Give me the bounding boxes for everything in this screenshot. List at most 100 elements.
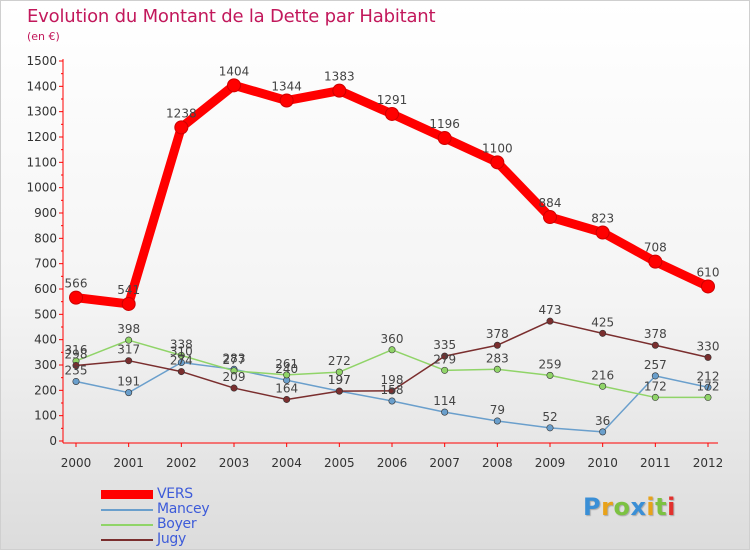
data-label-vers: 823 — [591, 212, 614, 226]
data-label-boyer: 398 — [117, 322, 140, 336]
y-tick-label: 200 — [34, 383, 57, 397]
data-label-boyer: 272 — [328, 354, 351, 368]
data-point-boyer — [546, 371, 554, 379]
data-point-jugy — [651, 341, 659, 349]
data-point-mancey — [599, 428, 607, 436]
data-point-jugy — [493, 341, 501, 349]
x-tick-label: 2004 — [271, 456, 302, 470]
x-tick-label: 2011 — [640, 456, 671, 470]
x-tick-label: 2008 — [482, 456, 513, 470]
data-point-boyer — [177, 351, 185, 359]
x-tick-label: 2006 — [377, 456, 408, 470]
data-label-jugy: 425 — [591, 315, 614, 329]
x-tick-label: 2005 — [324, 456, 355, 470]
y-tick-label: 1500 — [26, 54, 57, 68]
data-point-mancey — [546, 424, 554, 432]
data-point-vers — [437, 131, 452, 146]
data-point-jugy — [388, 387, 396, 395]
x-tick-label: 2000 — [61, 456, 92, 470]
data-label-vers: 708 — [644, 241, 667, 255]
y-tick-label: 1200 — [26, 130, 57, 144]
x-tick-label: 2001 — [113, 456, 144, 470]
data-point-jugy — [177, 368, 185, 376]
data-point-vers — [595, 225, 610, 240]
y-tick-label: 800 — [34, 231, 57, 245]
data-point-boyer — [335, 368, 343, 376]
data-label-jugy: 473 — [539, 303, 562, 317]
data-point-mancey — [651, 372, 659, 380]
y-tick-label: 1400 — [26, 79, 57, 93]
data-point-mancey — [72, 377, 80, 385]
data-label-mancey: 212 — [697, 369, 720, 383]
legend-label: Jugy — [157, 531, 186, 547]
data-point-vers — [174, 120, 189, 135]
y-tick-label: 1300 — [26, 105, 57, 119]
data-label-jugy: 164 — [275, 381, 298, 395]
data-label-boyer: 216 — [591, 368, 614, 382]
data-point-jugy — [125, 357, 133, 365]
data-point-vers — [648, 254, 663, 269]
data-label-vers: 1238 — [166, 106, 197, 120]
data-label-vers: 541 — [117, 283, 140, 297]
data-point-mancey — [388, 397, 396, 405]
x-tick-label: 2007 — [429, 456, 460, 470]
y-tick-label: 500 — [34, 307, 57, 321]
data-label-jugy: 378 — [644, 327, 667, 341]
data-point-jugy — [704, 353, 712, 361]
data-label-boyer: 259 — [539, 357, 562, 371]
y-tick-label: 400 — [34, 333, 57, 347]
data-label-jugy: 330 — [697, 339, 720, 353]
data-point-jugy — [335, 387, 343, 395]
data-label-jugy: 378 — [486, 327, 509, 341]
data-label-boyer: 172 — [697, 379, 720, 393]
data-point-vers — [490, 155, 505, 170]
data-point-boyer — [493, 365, 501, 373]
data-label-vers: 1383 — [324, 70, 355, 84]
data-label-mancey: 310 — [170, 344, 193, 358]
legend-swatch — [101, 523, 153, 526]
data-label-boyer: 316 — [65, 343, 88, 357]
data-point-jugy — [283, 395, 291, 403]
legend-swatch — [101, 508, 153, 511]
legend-item-vers: VERS — [101, 487, 209, 502]
legend-label: Boyer — [157, 516, 197, 532]
data-label-mancey: 52 — [542, 410, 557, 424]
legend-item-mancey: Mancey — [101, 502, 210, 517]
data-label-jugy: 317 — [117, 343, 140, 357]
data-point-mancey — [704, 383, 712, 391]
legend: VERS Mancey Boyer Jugy — [101, 487, 210, 547]
data-point-mancey — [441, 408, 449, 416]
data-label-vers: 566 — [65, 277, 88, 291]
y-tick-label: 100 — [34, 409, 57, 423]
data-label-jugy: 198 — [381, 373, 404, 387]
data-label-mancey: 240 — [275, 362, 298, 376]
data-point-vers — [701, 279, 715, 294]
data-point-mancey — [493, 417, 501, 425]
data-label-vers: 1344 — [271, 80, 302, 94]
data-label-mancey: 283 — [223, 351, 246, 365]
data-point-boyer — [441, 366, 449, 374]
data-point-vers — [121, 296, 136, 311]
data-point-mancey — [125, 389, 133, 397]
legend-swatch — [101, 538, 153, 541]
data-point-boyer — [125, 336, 133, 344]
data-point-jugy — [441, 352, 449, 360]
data-point-vers — [332, 83, 347, 98]
legend-item-jugy: Jugy — [101, 532, 209, 547]
data-label-boyer: 172 — [644, 379, 667, 393]
x-tick-label: 2009 — [535, 456, 566, 470]
data-label-mancey: 257 — [644, 358, 667, 372]
data-label-jugy: 298 — [65, 348, 88, 362]
data-point-vers — [69, 290, 83, 305]
data-point-boyer — [230, 367, 238, 375]
data-point-jugy — [599, 329, 607, 337]
data-label-mancey: 114 — [433, 394, 456, 408]
data-label-boyer: 277 — [223, 353, 246, 367]
data-label-mancey: 197 — [328, 373, 351, 387]
data-point-jugy — [546, 317, 554, 325]
chart-unit-label: (en €) — [27, 30, 60, 43]
data-label-mancey: 36 — [595, 414, 610, 428]
data-point-vers — [543, 210, 557, 225]
data-point-vers — [279, 93, 294, 108]
data-point-boyer — [651, 393, 659, 401]
